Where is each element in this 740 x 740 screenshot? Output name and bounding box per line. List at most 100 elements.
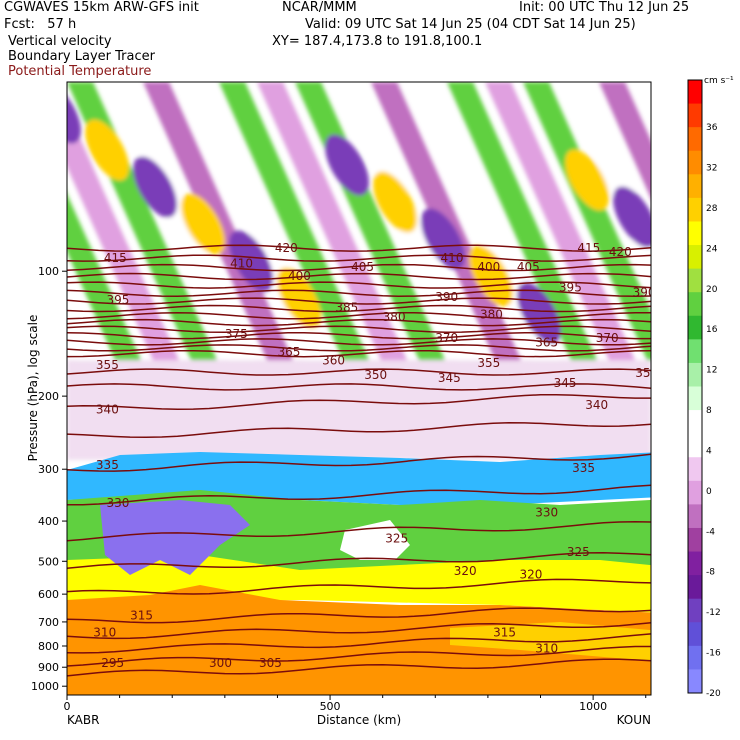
theta-label: 400 (477, 260, 500, 274)
forecast-hour: Fcst: 57 h (4, 17, 77, 32)
theta-contour (67, 281, 651, 289)
wave-band (523, 82, 651, 360)
colorbar-swatch (688, 527, 702, 553)
theta-label: 400 (288, 269, 311, 283)
theta-label: 350 (635, 366, 658, 380)
theta-contour (67, 325, 651, 333)
theta-contour (67, 658, 651, 677)
theta-label: 340 (585, 398, 608, 412)
colorbar-frame (687, 79, 703, 694)
theta-label: 405 (517, 260, 540, 274)
institution-label: NCAR/MMM (282, 0, 357, 15)
theta-label: 355 (96, 358, 119, 372)
colorbar-label: 28 (706, 204, 718, 214)
theta-label: 310 (535, 642, 558, 656)
wave-core (85, 119, 129, 181)
colorbar-label: -4 (706, 527, 715, 537)
y-tick-label: 600 (38, 588, 59, 601)
theta-label: 420 (275, 241, 298, 255)
theta-label: 390 (633, 285, 656, 299)
lower-stratosphere-tint (67, 360, 651, 460)
theta-label: 355 (477, 356, 500, 370)
theta-contour (67, 578, 651, 595)
theta-contour (67, 331, 651, 340)
theta-label: 395 (106, 293, 129, 307)
wave-band (0, 82, 27, 360)
theta-label: 380 (480, 307, 503, 321)
wave-band (67, 194, 141, 360)
colorbar-label: 0 (706, 487, 712, 497)
colorbar-swatch (688, 622, 702, 647)
colorbar: 36 32 28 24 20 16 12 8 4 0 -4 -8 -12 -16 -20 (687, 79, 721, 699)
colorbar-swatch (688, 221, 702, 246)
wave-band (637, 82, 651, 114)
colorbar-label: 12 (706, 366, 717, 376)
colorbar-swatch (688, 410, 702, 435)
theta-contour (67, 272, 651, 281)
theta-label: 395 (559, 281, 582, 295)
theta-contour (67, 338, 651, 346)
colorbar-swatch (688, 645, 702, 670)
y-tick-label: 700 (38, 616, 59, 629)
theta-contour (67, 297, 651, 305)
wave-core (517, 282, 561, 344)
colorbar-swatch (688, 457, 702, 482)
y-tick-label: 900 (38, 661, 59, 674)
colorbar-swatch (688, 268, 702, 293)
colorbar-swatch (688, 504, 702, 529)
wave-band (485, 82, 635, 360)
theta-contour (67, 645, 651, 667)
theta-label: 325 (385, 531, 408, 545)
y-tick-label: 300 (38, 463, 59, 476)
wave-core (67, 82, 81, 144)
y-tick-label: 200 (38, 390, 59, 403)
theta-label: 320 (454, 564, 477, 578)
valid-time: Valid: 09 UTC Sat 14 Jun 25 (04 CDT Sat … (305, 17, 636, 32)
theta-contour (67, 607, 651, 624)
colorbar-swatch (688, 575, 702, 600)
colorbar-swatch (688, 339, 702, 364)
colorbar-label: -8 (706, 568, 715, 578)
colorbar-swatch (688, 127, 702, 152)
theta-label: 410 (230, 257, 253, 271)
theta-label: 405 (351, 260, 374, 274)
wave-band (599, 82, 651, 199)
colorbar-label: -12 (706, 608, 721, 618)
theta-label: 350 (364, 368, 387, 382)
xy-endpoints: XY= 187.4,173.8 to 191.8,100.1 (272, 34, 483, 49)
theta-label: 365 (535, 336, 558, 350)
wave-core (613, 186, 651, 248)
theta-contour (67, 383, 651, 391)
x-axis: 0 500 1000 (64, 695, 647, 713)
theta-label: 370 (435, 331, 458, 345)
colorbar-swatch (688, 103, 702, 128)
colorbar-label: 16 (706, 325, 718, 335)
x-tick-label: 0 (64, 700, 71, 713)
model-title: CGWAVES 15km ARW-GFS init (4, 0, 199, 15)
theta-contour (67, 621, 651, 640)
y-tick-label: 100 (38, 265, 59, 278)
theta-label: 380 (383, 310, 406, 324)
theta-contour (67, 244, 651, 252)
theta-label: 410 (441, 251, 464, 265)
theta-label: 345 (554, 376, 577, 390)
theta-label: 375 (225, 327, 248, 341)
theta-label: 370 (596, 331, 619, 345)
theta-label: 365 (277, 345, 300, 359)
theta-label: 330 (535, 505, 558, 519)
wave-core (565, 149, 609, 211)
wave-core (652, 217, 714, 292)
theta-label: 310 (93, 626, 116, 640)
theta-label: 340 (96, 402, 119, 416)
y-axis-title: Pressure (hPa), log scale (26, 315, 40, 462)
theta-contour (67, 368, 651, 376)
theta-label: 320 (519, 567, 542, 581)
theta-contour (67, 453, 651, 472)
colorbar-swatch (688, 292, 702, 317)
theta-contour (67, 304, 651, 313)
theta-contour (67, 484, 651, 506)
theta-label: 385 (335, 300, 358, 314)
theta-contour (67, 263, 651, 272)
theta-contour (67, 552, 651, 570)
